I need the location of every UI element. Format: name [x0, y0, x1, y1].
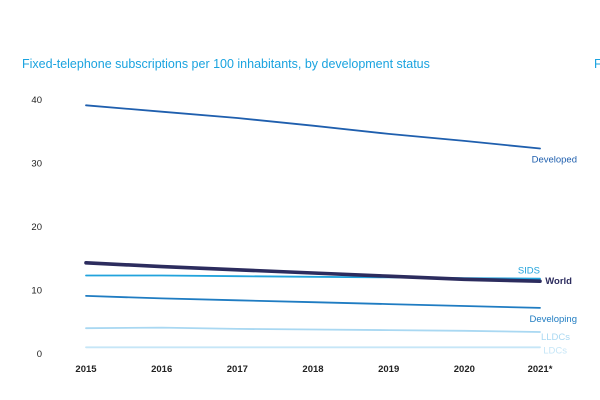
y-tick-label: 0 — [37, 349, 42, 360]
y-tick-label: 10 — [31, 286, 42, 297]
series-label-lldcs: LLDCs — [541, 332, 570, 343]
series-line-developed — [85, 104, 541, 150]
y-tick-label: 30 — [31, 159, 42, 170]
chart-title: Fixed-telephone subscriptions per 100 in… — [22, 57, 430, 71]
x-tick-label: 2021* — [528, 364, 553, 375]
next-chart-title-fragment: F — [594, 57, 600, 71]
y-tick-label: 20 — [31, 222, 42, 233]
x-tick-label: 2016 — [151, 364, 172, 375]
series-line-lldcs — [85, 326, 541, 333]
x-tick-label: 2020 — [454, 364, 475, 375]
series-label-developing: Developing — [529, 314, 577, 325]
series-label-world: World — [545, 276, 572, 287]
series-line-developing — [85, 294, 541, 309]
x-tick-label: 2018 — [302, 364, 323, 375]
y-tick-label: 40 — [31, 95, 42, 106]
series-label-developed: Developed — [532, 155, 577, 166]
x-tick-label: 2015 — [75, 364, 97, 375]
x-tick-label: 2017 — [227, 364, 248, 375]
series-line-world — [84, 260, 542, 284]
series-label-ldcs: LDCs — [543, 345, 567, 356]
x-tick-label: 2019 — [378, 364, 399, 375]
series-label-sids: SIDS — [518, 266, 540, 277]
